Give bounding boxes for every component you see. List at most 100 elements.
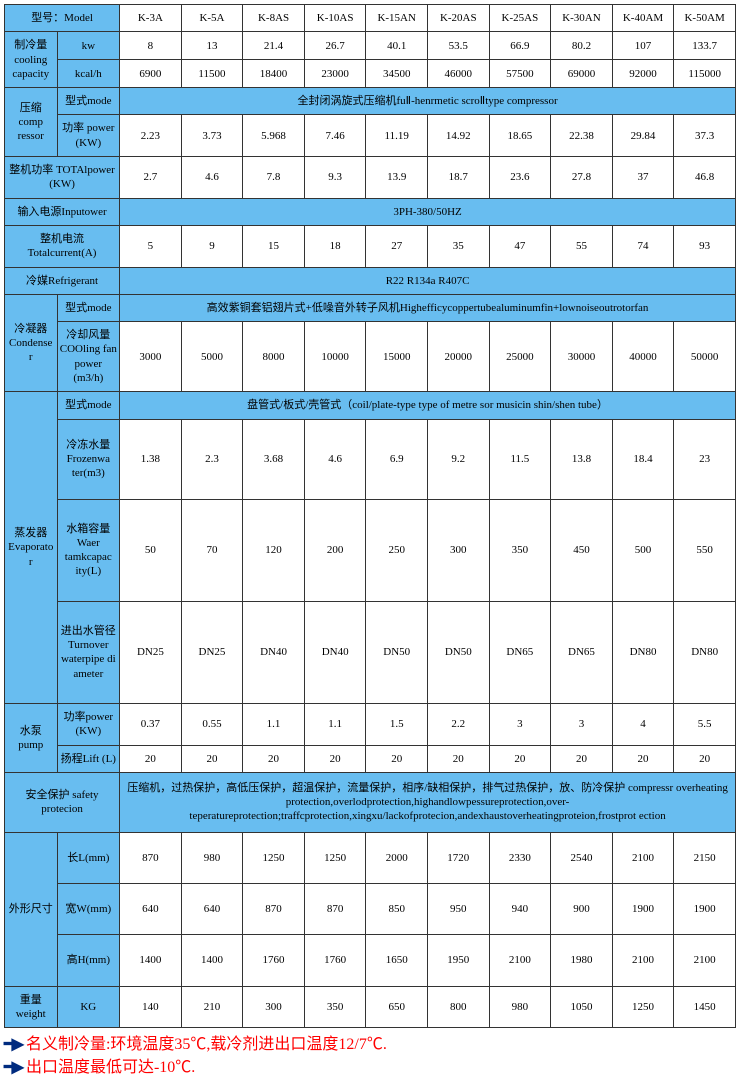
kcalh-6: 57500 bbox=[489, 60, 551, 88]
kcalh-1: 11500 bbox=[181, 60, 243, 88]
lift-4: 20 bbox=[366, 745, 428, 772]
frozen-water-6: 11.5 bbox=[489, 419, 551, 499]
label-safety: 安全保护 safety protecion bbox=[5, 772, 120, 832]
kcalh-9: 115000 bbox=[674, 60, 736, 88]
length-0: 870 bbox=[120, 832, 182, 883]
pipe-dia-8: DN80 bbox=[612, 601, 674, 703]
kw-6: 66.9 bbox=[489, 32, 551, 60]
height-2: 1760 bbox=[243, 935, 305, 986]
total-current-9: 93 bbox=[674, 225, 736, 267]
length-9: 2150 bbox=[674, 832, 736, 883]
label-total-current: 整机电流 Totalcurrent(A) bbox=[5, 225, 120, 267]
pump-power-2: 1.1 bbox=[243, 703, 305, 745]
kw-8: 107 bbox=[612, 32, 674, 60]
width-5: 950 bbox=[428, 883, 490, 934]
total-current-2: 15 bbox=[243, 225, 305, 267]
label-input-power: 输入电源Inputower bbox=[5, 198, 120, 225]
weight-1: 210 bbox=[181, 986, 243, 1028]
kcalh-7: 69000 bbox=[551, 60, 613, 88]
lift-2: 20 bbox=[243, 745, 305, 772]
total-power-0: 2.7 bbox=[120, 157, 182, 199]
pump-power-7: 3 bbox=[551, 703, 613, 745]
frozen-water-7: 13.8 bbox=[551, 419, 613, 499]
height-7: 1980 bbox=[551, 935, 613, 986]
total-current-0: 5 bbox=[120, 225, 182, 267]
arrow-icon: ━▶ bbox=[4, 1057, 22, 1079]
model-1: K-5A bbox=[181, 5, 243, 32]
pump-power-3: 1.1 bbox=[304, 703, 366, 745]
weight-3: 350 bbox=[304, 986, 366, 1028]
comp-power-5: 14.92 bbox=[428, 115, 490, 157]
label-evaporator: 蒸发器 Evaporato r bbox=[5, 392, 58, 704]
label-frozen-water: 冷冻水量 Frozenwa ter(m3) bbox=[57, 419, 120, 499]
lift-6: 20 bbox=[489, 745, 551, 772]
pipe-dia-3: DN40 bbox=[304, 601, 366, 703]
width-9: 1900 bbox=[674, 883, 736, 934]
pipe-dia-2: DN40 bbox=[243, 601, 305, 703]
label-cond-mode: 型式mode bbox=[57, 294, 120, 321]
label-width: 宽W(mm) bbox=[57, 883, 120, 934]
tank-cap-2: 120 bbox=[243, 499, 305, 601]
total-current-6: 47 bbox=[489, 225, 551, 267]
span-input-power: 3PH-380/50HZ bbox=[120, 198, 736, 225]
lift-3: 20 bbox=[304, 745, 366, 772]
tank-cap-5: 300 bbox=[428, 499, 490, 601]
label-tank-cap: 水箱容量 Waer tamkcapac ity(L) bbox=[57, 499, 120, 601]
model-8: K-40AM bbox=[612, 5, 674, 32]
label-comp-power: 功率 power (KW) bbox=[57, 115, 120, 157]
total-power-1: 4.6 bbox=[181, 157, 243, 199]
pump-power-5: 2.2 bbox=[428, 703, 490, 745]
kw-3: 26.7 bbox=[304, 32, 366, 60]
note-line-0: ━▶名义制冷量:环境温度35℃,载冷剂进出口温度12/7℃. bbox=[4, 1034, 736, 1056]
pipe-dia-0: DN25 bbox=[120, 601, 182, 703]
comp-power-9: 37.3 bbox=[674, 115, 736, 157]
width-1: 640 bbox=[181, 883, 243, 934]
total-current-7: 55 bbox=[551, 225, 613, 267]
pump-power-1: 0.55 bbox=[181, 703, 243, 745]
label-evap-mode: 型式mode bbox=[57, 392, 120, 419]
pipe-dia-1: DN25 bbox=[181, 601, 243, 703]
model-0: K-3A bbox=[120, 5, 182, 32]
label-kcalh: kcal/h bbox=[57, 60, 120, 88]
pump-power-4: 1.5 bbox=[366, 703, 428, 745]
height-0: 1400 bbox=[120, 935, 182, 986]
pump-power-9: 5.5 bbox=[674, 703, 736, 745]
pipe-dia-6: DN65 bbox=[489, 601, 551, 703]
total-power-8: 37 bbox=[612, 157, 674, 199]
tank-cap-3: 200 bbox=[304, 499, 366, 601]
length-5: 1720 bbox=[428, 832, 490, 883]
lift-0: 20 bbox=[120, 745, 182, 772]
total-power-5: 18.7 bbox=[428, 157, 490, 199]
kw-1: 13 bbox=[181, 32, 243, 60]
length-7: 2540 bbox=[551, 832, 613, 883]
pipe-dia-5: DN50 bbox=[428, 601, 490, 703]
width-2: 870 bbox=[243, 883, 305, 934]
weight-0: 140 bbox=[120, 986, 182, 1028]
comp-power-4: 11.19 bbox=[366, 115, 428, 157]
kcalh-4: 34500 bbox=[366, 60, 428, 88]
height-8: 2100 bbox=[612, 935, 674, 986]
frozen-water-5: 9.2 bbox=[428, 419, 490, 499]
height-6: 2100 bbox=[489, 935, 551, 986]
label-dimensions: 外形尺寸 bbox=[5, 832, 58, 986]
height-5: 1950 bbox=[428, 935, 490, 986]
span-condenser-mode: 高效紫铜套铝翅片式+低噪音外转子风机Highefficycoppertubeal… bbox=[120, 294, 736, 321]
label-pump-power: 功率power (KW) bbox=[57, 703, 120, 745]
label-kw: kw bbox=[57, 32, 120, 60]
fan-power-4: 15000 bbox=[366, 322, 428, 392]
tank-cap-9: 550 bbox=[674, 499, 736, 601]
kcalh-3: 23000 bbox=[304, 60, 366, 88]
model-4: K-15AN bbox=[366, 5, 428, 32]
label-pump: 水泵 pump bbox=[5, 703, 58, 772]
length-6: 2330 bbox=[489, 832, 551, 883]
tank-cap-6: 350 bbox=[489, 499, 551, 601]
pipe-dia-7: DN65 bbox=[551, 601, 613, 703]
tank-cap-1: 70 bbox=[181, 499, 243, 601]
lift-5: 20 bbox=[428, 745, 490, 772]
total-current-8: 74 bbox=[612, 225, 674, 267]
length-8: 2100 bbox=[612, 832, 674, 883]
label-comp-mode: 型式mode bbox=[57, 88, 120, 115]
label-cooling: 制冷量 cooling capacity bbox=[5, 32, 58, 88]
width-8: 1900 bbox=[612, 883, 674, 934]
weight-9: 1450 bbox=[674, 986, 736, 1028]
